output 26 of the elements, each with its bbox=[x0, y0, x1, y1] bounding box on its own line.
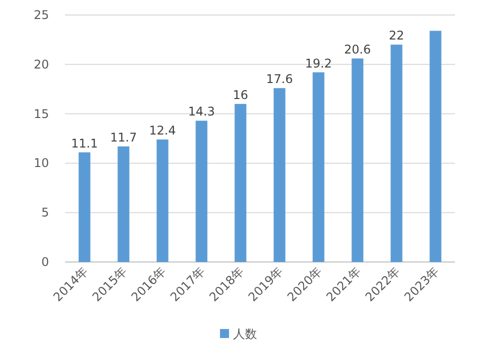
bar bbox=[390, 44, 402, 262]
data-label: 14.3 bbox=[188, 104, 215, 119]
bar bbox=[118, 146, 130, 262]
legend-label: 人数 bbox=[233, 327, 257, 341]
data-label: 19.2 bbox=[305, 56, 332, 70]
bar bbox=[234, 104, 246, 262]
data-label: 17.6 bbox=[266, 72, 293, 86]
data-label: 11.1 bbox=[71, 136, 98, 150]
data-label: 12.4 bbox=[149, 123, 176, 138]
bar bbox=[156, 139, 168, 262]
data-label: 20.6 bbox=[344, 42, 371, 56]
bar bbox=[78, 152, 90, 262]
data-label: 16 bbox=[232, 88, 248, 102]
bar bbox=[430, 30, 442, 262]
y-tick-label: 5 bbox=[41, 206, 49, 220]
data-label: 11.7 bbox=[110, 130, 137, 144]
y-tick-label: 25 bbox=[34, 8, 49, 22]
bar bbox=[196, 120, 208, 262]
y-tick-label: 20 bbox=[34, 57, 49, 72]
y-tick-label: 10 bbox=[34, 156, 49, 170]
y-tick-label: 0 bbox=[41, 255, 49, 269]
bar bbox=[312, 72, 324, 262]
data-label: 22 bbox=[388, 28, 404, 43]
y-tick-label: 15 bbox=[34, 106, 49, 121]
bar bbox=[274, 88, 286, 262]
bar bbox=[352, 58, 364, 262]
